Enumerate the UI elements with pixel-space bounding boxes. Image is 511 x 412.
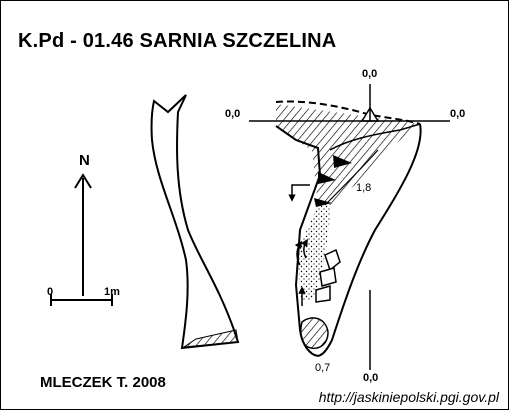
cross-section bbox=[150, 94, 240, 350]
level-lines bbox=[249, 84, 450, 370]
north-arrow bbox=[74, 173, 92, 296]
depth-bottom: 0,7 bbox=[315, 362, 331, 374]
scale-start-label: 0 bbox=[47, 286, 54, 298]
source-url[interactable]: http://jaskiniepolski.pgi.gov.pl bbox=[318, 389, 499, 405]
scale-end-label: 1m bbox=[104, 286, 120, 298]
depth-mid: 1,8 bbox=[356, 182, 372, 194]
level-right-top: 0,0 bbox=[450, 108, 466, 120]
cave-plan bbox=[275, 100, 422, 357]
level-top: 0,0 bbox=[362, 68, 378, 80]
level-left-top: 0,0 bbox=[225, 108, 241, 120]
cave-title: K.Pd - 01.46 SARNIA SZCZELINA bbox=[18, 30, 337, 52]
north-label: N bbox=[79, 152, 90, 169]
scale-bar bbox=[50, 294, 113, 306]
level-bottom: 0,0 bbox=[363, 372, 379, 384]
author-credit: MLECZEK T. 2008 bbox=[40, 374, 166, 391]
